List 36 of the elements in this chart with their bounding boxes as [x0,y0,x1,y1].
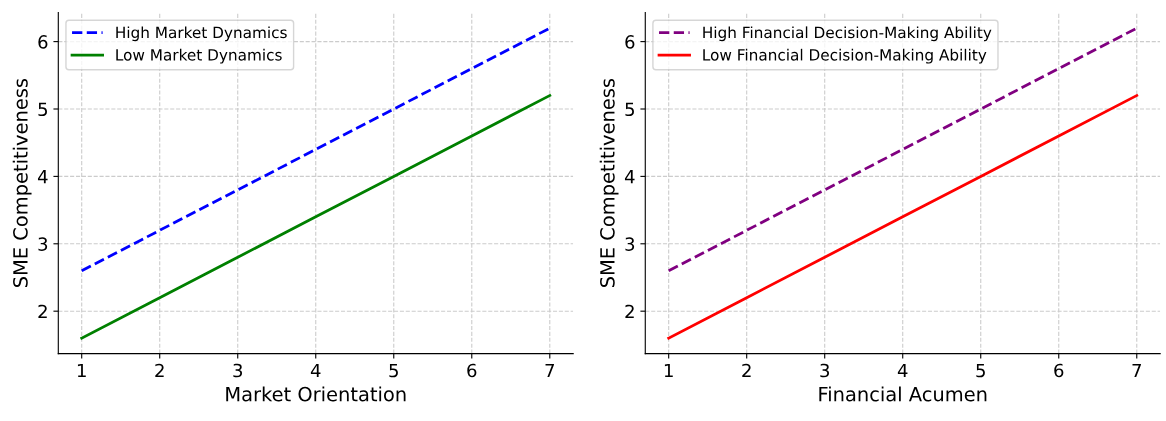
line-series [667,26,1139,273]
x-tick-label: 2 [742,363,751,378]
x-tick-label: 2 [155,363,164,378]
line-series [80,94,552,340]
y-tick-label: 4 [37,170,48,184]
y-axis-title: SME Competitiveness [599,78,619,288]
x-tick-label: 6 [1054,363,1064,378]
x-tick-label: 3 [233,363,243,378]
x-tick-label: 3 [820,363,830,378]
x-tick-label: 5 [976,363,985,378]
x-tick-label: 1 [664,363,673,378]
y-tick-label: 6 [38,35,48,49]
y-tick-label: 5 [625,102,634,117]
y-tick-label: 2 [625,304,634,319]
y-tick-label: 2 [38,304,47,319]
x-tick-label: 6 [467,363,477,378]
line-series [80,26,552,273]
x-axis-title: Market Orientation [226,386,406,402]
x-tick-label: 4 [310,363,321,378]
x-tick-label: 5 [389,363,398,378]
y-tick-label: 3 [625,237,635,251]
x-axis-title: Financial Acumen [819,386,987,402]
y-tick-label: 4 [624,170,635,184]
legend-label: High Market Dynamics [116,26,287,42]
y-tick-label: 5 [38,102,47,117]
legend-label: High Financial Decision-Making Ability [703,26,992,42]
legend-label: Low Financial Decision-Making Ability [703,48,987,64]
y-tick-label: 3 [38,237,48,251]
legend-label: Low Market Dynamics [116,48,282,64]
line-series [667,94,1139,340]
y-tick-label: 6 [625,35,635,49]
x-tick-label: 7 [545,363,554,378]
x-tick-label: 7 [1132,363,1141,378]
y-axis-title: SME Competitiveness [12,78,32,288]
x-tick-label: 1 [77,363,86,378]
x-tick-label: 4 [897,363,908,378]
